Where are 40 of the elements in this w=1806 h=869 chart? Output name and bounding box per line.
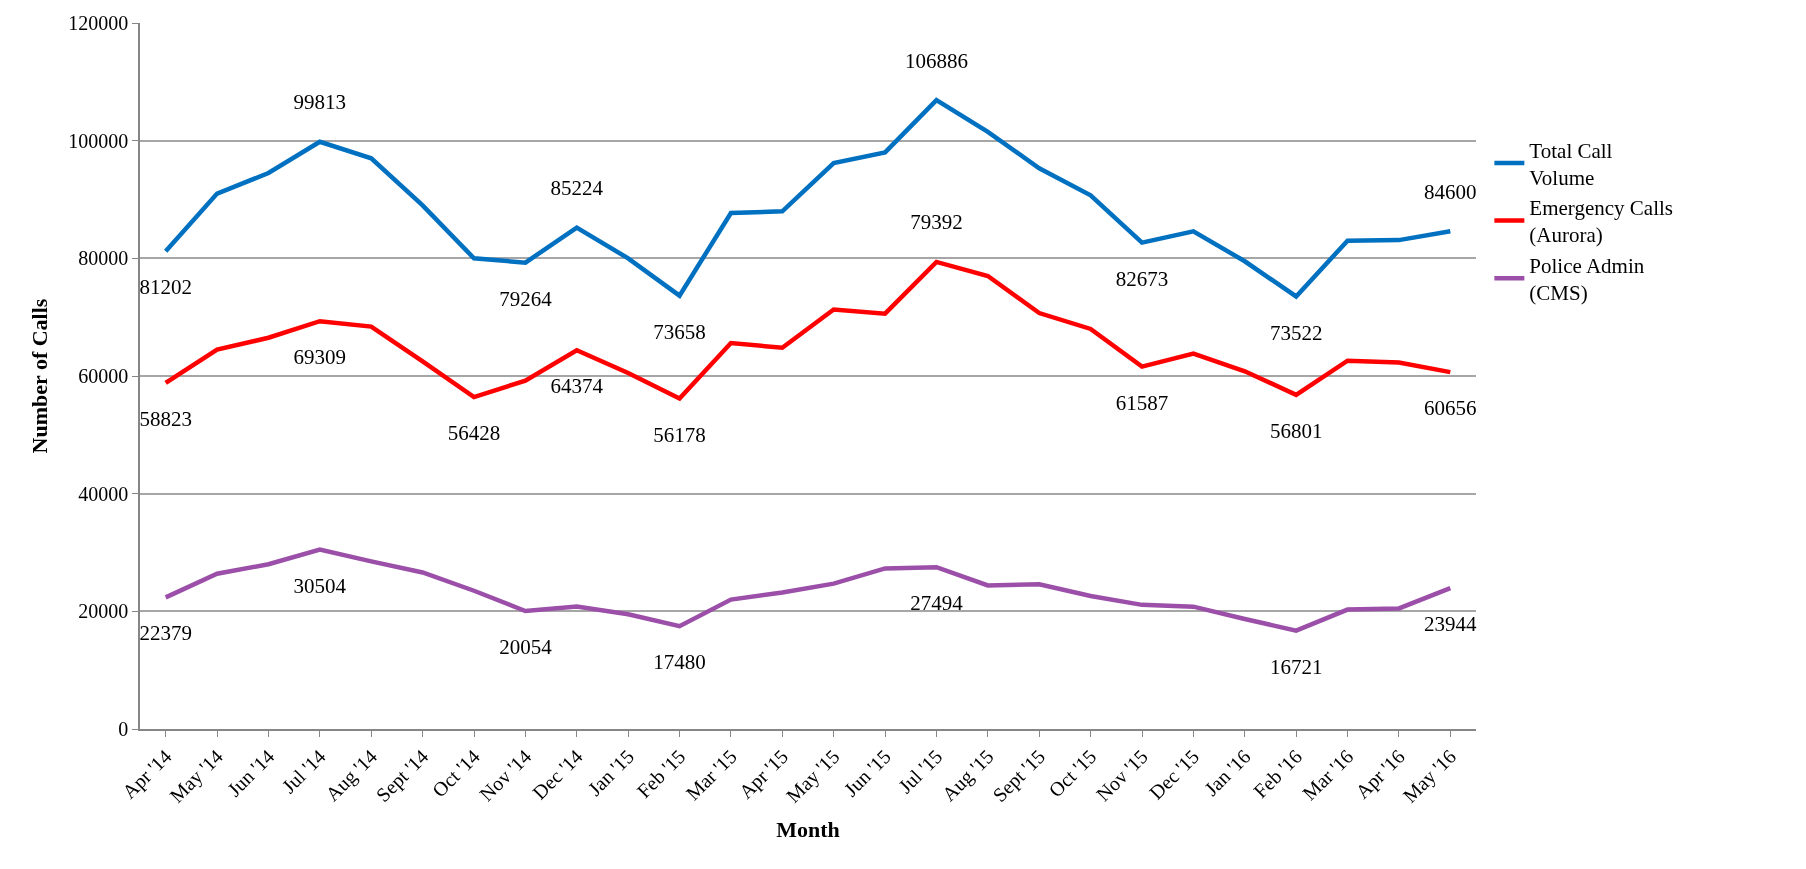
data-label: 106886 (904, 48, 968, 73)
data-label: 79392 (910, 210, 963, 235)
data-label: 79264 (499, 286, 553, 311)
y-tick-label: 100000 (68, 129, 129, 152)
legend-label: Police Admin (CMS) (1529, 253, 1645, 306)
data-label: 56801 (1269, 418, 1323, 443)
y-tick-label: 40000 (78, 482, 129, 505)
data-label: 16721 (1269, 654, 1323, 679)
y-tick-label: 0 (118, 718, 129, 740)
data-label: 20054 (499, 635, 553, 660)
y-tick-label: 80000 (78, 247, 129, 270)
data-label: 27494 (910, 591, 964, 616)
x-tick-label: Jul '14 (277, 745, 330, 798)
data-label: 30504 (293, 573, 347, 598)
data-label: 82673 (1115, 266, 1169, 291)
data-label: 60656 (1424, 396, 1477, 421)
data-label: 17480 (653, 650, 706, 675)
data-label: 61587 (1115, 390, 1169, 415)
legend-label: Emergency Calls (Aurora) (1529, 196, 1674, 248)
x-axis-title: Month (776, 816, 840, 842)
x-tick-label: Jun '15 (839, 745, 895, 801)
legend-label: Total Call Volume (1529, 138, 1613, 190)
data-label: 64374 (550, 374, 604, 399)
y-tick-label: 20000 (78, 600, 129, 623)
data-label: 84600 (1424, 179, 1477, 204)
y-tick-label: 60000 (78, 365, 129, 387)
data-label: 73658 (653, 319, 706, 344)
y-axis-title: Number of Calls (26, 298, 52, 454)
data-label: 81202 (139, 275, 192, 300)
y-tick-label: 120000 (68, 12, 129, 34)
data-label: 85224 (550, 176, 604, 201)
data-label: 23944 (1424, 612, 1478, 637)
data-label: 58823 (139, 406, 192, 431)
data-label: 56428 (447, 421, 501, 446)
data-label: 22379 (139, 621, 192, 646)
data-label: 56178 (653, 422, 706, 447)
x-tick-label: Jun '14 (222, 745, 279, 801)
data-label: 99813 (293, 90, 347, 115)
data-label: 73522 (1269, 320, 1323, 345)
data-label: 69309 (293, 345, 347, 370)
